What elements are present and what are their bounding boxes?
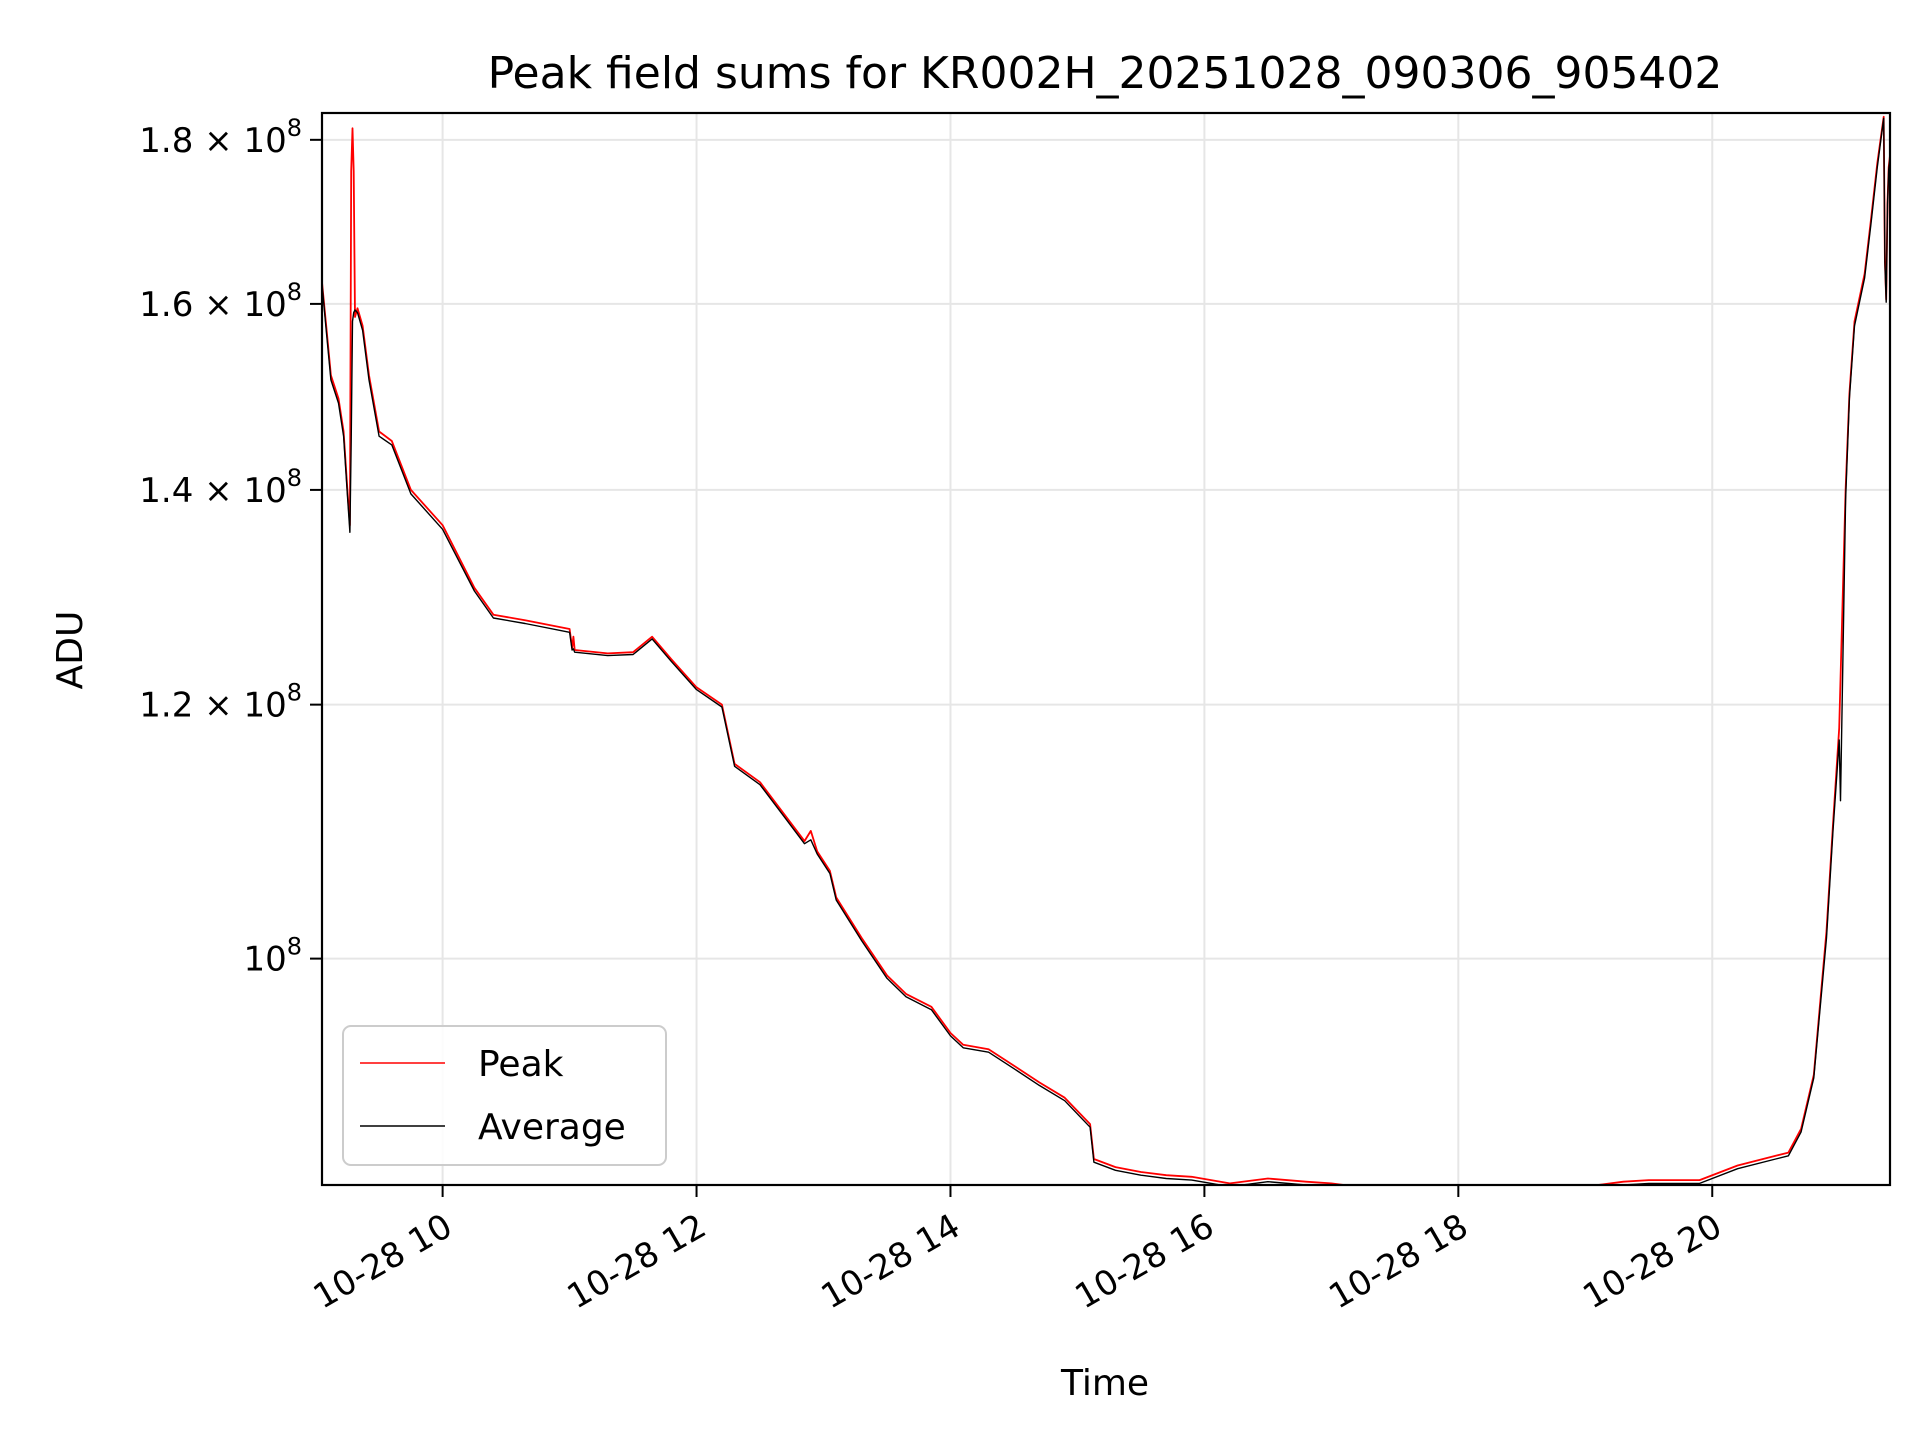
- x-tick-label: 10-28 20: [1576, 1206, 1728, 1317]
- y-tick-label: 108: [243, 933, 302, 980]
- x-tick-label: 10-28 10: [307, 1206, 459, 1317]
- y-tick-base: 10: [243, 940, 286, 980]
- y-tick-exponent: 8: [287, 933, 302, 961]
- legend-label-average: Average: [478, 1107, 626, 1148]
- legend: Peak Average: [342, 1025, 667, 1166]
- grid: [322, 113, 1890, 1185]
- x-tick-label: 10-28 12: [561, 1206, 713, 1317]
- x-tick-label: 10-28 18: [1322, 1206, 1474, 1317]
- y-tick-exponent: 8: [287, 114, 302, 142]
- y-tick-mantissa: 1.4 ×: [139, 471, 243, 511]
- chart-title: Peak field sums for KR002H_20251028_0903…: [488, 48, 1723, 99]
- y-tick-exponent: 8: [287, 464, 302, 492]
- y-tick-base: 10: [243, 285, 286, 325]
- x-tick-label: 10-28 16: [1069, 1206, 1221, 1317]
- y-tick-label: 1.6 × 108: [139, 278, 302, 325]
- x-tick-label: 10-28 14: [815, 1206, 967, 1317]
- y-tick-mantissa: 1.2 ×: [139, 686, 243, 726]
- y-tick-base: 10: [243, 471, 286, 511]
- legend-label-peak: Peak: [478, 1044, 564, 1085]
- axes-frame: [320, 111, 1892, 1187]
- x-axis-label: Time: [1060, 1363, 1149, 1404]
- y-tick-mantissa: 1.6 ×: [139, 285, 243, 325]
- y-tick-exponent: 8: [287, 679, 302, 707]
- series-line-average: [322, 117, 1890, 1185]
- y-tick-label: 1.2 × 108: [139, 679, 302, 726]
- y-axis-label: ADU: [50, 611, 91, 690]
- y-tick-exponent: 8: [287, 278, 302, 306]
- y-tick-label: 1.8 × 108: [139, 114, 302, 161]
- x-axis-ticks: 10-28 10 10-28 12 10-28 14 10-28 16 10-28 18…: [307, 1185, 1729, 1317]
- series-lines: [322, 115, 1890, 1185]
- y-tick-label: 1.4 × 108: [139, 464, 302, 511]
- y-tick-base: 10: [243, 686, 286, 726]
- y-tick-mantissa: 1.8 ×: [139, 121, 243, 161]
- legend-box: [342, 1025, 667, 1166]
- y-tick-base: 10: [243, 121, 286, 161]
